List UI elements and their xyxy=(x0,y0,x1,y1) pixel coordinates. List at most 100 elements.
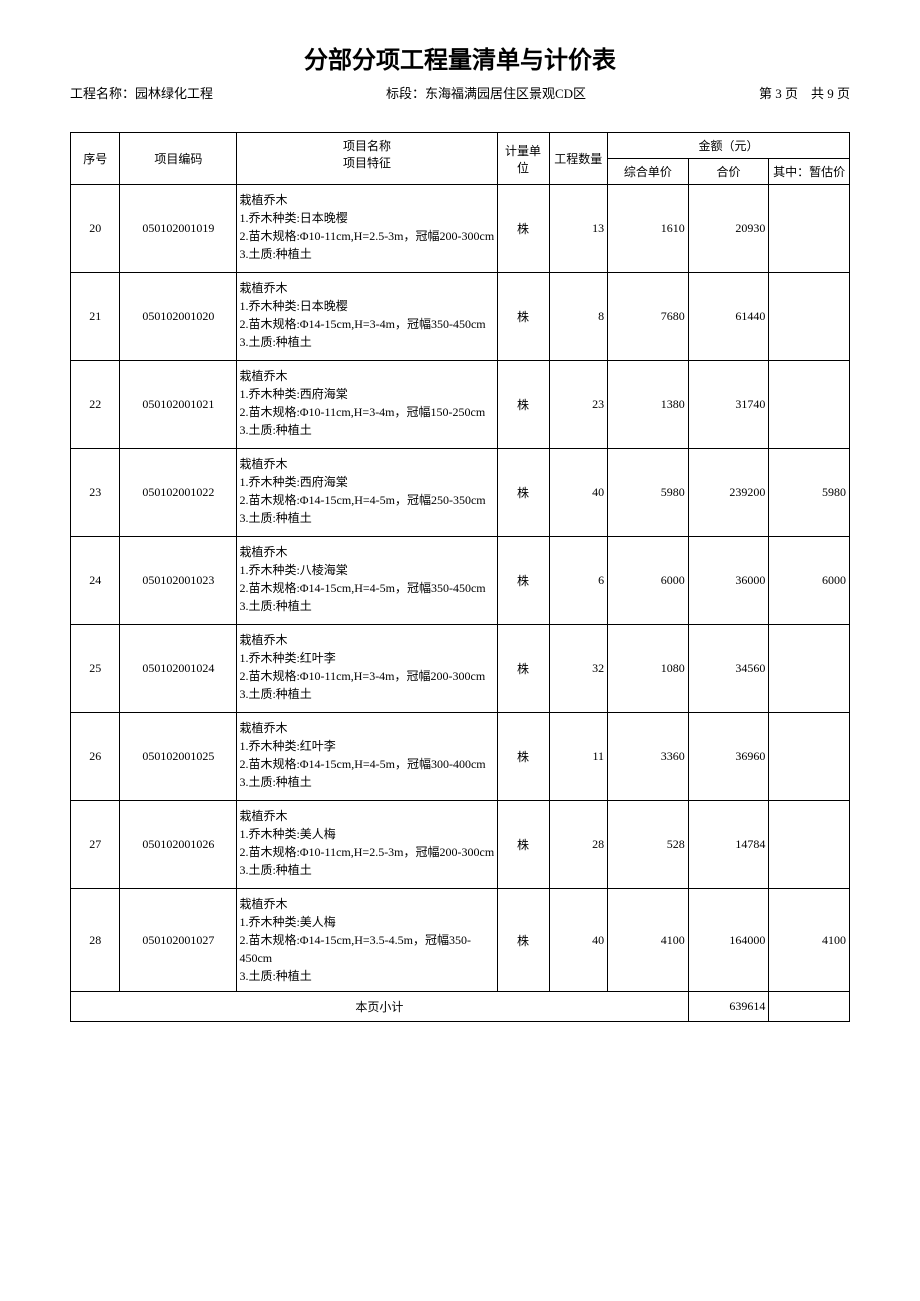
cell-qty: 40 xyxy=(549,889,608,992)
cell-total-price: 164000 xyxy=(688,889,769,992)
table-row: 20 050102001019 栽植乔木 1.乔木种类:日本晚樱 2.苗木规格:… xyxy=(71,185,850,273)
cell-qty: 6 xyxy=(549,537,608,625)
cell-qty: 13 xyxy=(549,185,608,273)
table-row: 23 050102001022 栽植乔木 1.乔木种类:西府海棠 2.苗木规格:… xyxy=(71,449,850,537)
cell-name: 栽植乔木 1.乔木种类:日本晚樱 2.苗木规格:Φ14-15cm,H=3-4m，… xyxy=(237,273,497,361)
subtotal-est xyxy=(769,992,850,1022)
section-info: 标段：东海福满园居住区景观CD区 xyxy=(386,83,586,102)
bill-table: 序号 项目编码 项目名称 项目特征 计量单位 工程数量 金额（元） 综合单价 合… xyxy=(70,132,850,1022)
cell-qty: 8 xyxy=(549,273,608,361)
cell-code: 050102001023 xyxy=(120,537,237,625)
page-info: 第 3 页 共 9 页 xyxy=(759,83,850,102)
header-code: 项目编码 xyxy=(120,133,237,185)
section-label: 标段： xyxy=(386,86,425,101)
header-total-price: 合价 xyxy=(688,159,769,185)
table-row: 24 050102001023 栽植乔木 1.乔木种类:八棱海棠 2.苗木规格:… xyxy=(71,537,850,625)
header-qty: 工程数量 xyxy=(549,133,608,185)
header-seq: 序号 xyxy=(71,133,120,185)
project-info: 工程名称：园林绿化工程 xyxy=(70,83,213,102)
cell-qty: 11 xyxy=(549,713,608,801)
subtotal-label: 本页小计 xyxy=(71,992,689,1022)
table-row: 26 050102001025 栽植乔木 1.乔木种类:红叶李 2.苗木规格:Φ… xyxy=(71,713,850,801)
cell-est-price: 5980 xyxy=(769,449,850,537)
cell-total-price: 31740 xyxy=(688,361,769,449)
cell-code: 050102001026 xyxy=(120,801,237,889)
cell-unit: 株 xyxy=(497,537,549,625)
cell-total-price: 14784 xyxy=(688,801,769,889)
cell-unit: 株 xyxy=(497,625,549,713)
cell-name: 栽植乔木 1.乔木种类:美人梅 2.苗木规格:Φ14-15cm,H=3.5-4.… xyxy=(237,889,497,992)
cell-est-price xyxy=(769,361,850,449)
cell-seq: 22 xyxy=(71,361,120,449)
cell-seq: 28 xyxy=(71,889,120,992)
cell-qty: 28 xyxy=(549,801,608,889)
cell-seq: 20 xyxy=(71,185,120,273)
cell-unit: 株 xyxy=(497,449,549,537)
table-row: 21 050102001020 栽植乔木 1.乔木种类:日本晚樱 2.苗木规格:… xyxy=(71,273,850,361)
cell-seq: 26 xyxy=(71,713,120,801)
cell-unit: 株 xyxy=(497,361,549,449)
cell-unit: 株 xyxy=(497,185,549,273)
cell-unit-price: 4100 xyxy=(608,889,689,992)
cell-name: 栽植乔木 1.乔木种类:美人梅 2.苗木规格:Φ10-11cm,H=2.5-3m… xyxy=(237,801,497,889)
page-prefix: 第 xyxy=(759,86,775,101)
cell-seq: 25 xyxy=(71,625,120,713)
page-mid: 页 共 xyxy=(782,86,828,101)
cell-code: 050102001020 xyxy=(120,273,237,361)
cell-seq: 24 xyxy=(71,537,120,625)
cell-name: 栽植乔木 1.乔木种类:红叶李 2.苗木规格:Φ10-11cm,H=3-4m，冠… xyxy=(237,625,497,713)
table-row: 27 050102001026 栽植乔木 1.乔木种类:美人梅 2.苗木规格:Φ… xyxy=(71,801,850,889)
cell-code: 050102001022 xyxy=(120,449,237,537)
cell-est-price xyxy=(769,713,850,801)
cell-unit-price: 528 xyxy=(608,801,689,889)
cell-code: 050102001024 xyxy=(120,625,237,713)
cell-unit: 株 xyxy=(497,801,549,889)
cell-qty: 23 xyxy=(549,361,608,449)
table-row: 28 050102001027 栽植乔木 1.乔木种类:美人梅 2.苗木规格:Φ… xyxy=(71,889,850,992)
cell-unit-price: 6000 xyxy=(608,537,689,625)
cell-total-price: 36960 xyxy=(688,713,769,801)
cell-code: 050102001019 xyxy=(120,185,237,273)
subtotal-value: 639614 xyxy=(688,992,769,1022)
cell-name: 栽植乔木 1.乔木种类:西府海棠 2.苗木规格:Φ10-11cm,H=3-4m，… xyxy=(237,361,497,449)
header-est-price: 其中：暂估价 xyxy=(769,159,850,185)
cell-unit-price: 1080 xyxy=(608,625,689,713)
cell-total-price: 36000 xyxy=(688,537,769,625)
cell-qty: 40 xyxy=(549,449,608,537)
cell-total-price: 34560 xyxy=(688,625,769,713)
section-name: 东海福满园居住区景观CD区 xyxy=(425,86,586,101)
header-unit: 计量单位 xyxy=(497,133,549,185)
page-title: 分部分项工程量清单与计价表 xyxy=(70,40,850,75)
cell-seq: 21 xyxy=(71,273,120,361)
cell-est-price xyxy=(769,801,850,889)
cell-code: 050102001021 xyxy=(120,361,237,449)
cell-unit: 株 xyxy=(497,273,549,361)
cell-unit: 株 xyxy=(497,889,549,992)
cell-total-price: 239200 xyxy=(688,449,769,537)
cell-est-price: 6000 xyxy=(769,537,850,625)
header-info: 工程名称：园林绿化工程 标段：东海福满园居住区景观CD区 第 3 页 共 9 页 xyxy=(70,83,850,102)
cell-unit-price: 1610 xyxy=(608,185,689,273)
cell-unit-price: 3360 xyxy=(608,713,689,801)
page-suffix: 页 xyxy=(834,86,850,101)
cell-name: 栽植乔木 1.乔木种类:红叶李 2.苗木规格:Φ14-15cm,H=4-5m，冠… xyxy=(237,713,497,801)
cell-est-price: 4100 xyxy=(769,889,850,992)
cell-unit-price: 1380 xyxy=(608,361,689,449)
cell-name: 栽植乔木 1.乔木种类:八棱海棠 2.苗木规格:Φ14-15cm,H=4-5m，… xyxy=(237,537,497,625)
cell-name: 栽植乔木 1.乔木种类:西府海棠 2.苗木规格:Φ14-15cm,H=4-5m，… xyxy=(237,449,497,537)
table-row: 25 050102001024 栽植乔木 1.乔木种类:红叶李 2.苗木规格:Φ… xyxy=(71,625,850,713)
cell-unit-price: 7680 xyxy=(608,273,689,361)
project-label: 工程名称： xyxy=(70,86,135,101)
header-unit-price: 综合单价 xyxy=(608,159,689,185)
table-row: 22 050102001021 栽植乔木 1.乔木种类:西府海棠 2.苗木规格:… xyxy=(71,361,850,449)
cell-unit-price: 5980 xyxy=(608,449,689,537)
cell-code: 050102001025 xyxy=(120,713,237,801)
cell-total-price: 61440 xyxy=(688,273,769,361)
project-name: 园林绿化工程 xyxy=(135,86,213,101)
cell-code: 050102001027 xyxy=(120,889,237,992)
header-amount-group: 金额（元） xyxy=(608,133,850,159)
cell-est-price xyxy=(769,185,850,273)
cell-seq: 23 xyxy=(71,449,120,537)
cell-qty: 32 xyxy=(549,625,608,713)
cell-est-price xyxy=(769,625,850,713)
